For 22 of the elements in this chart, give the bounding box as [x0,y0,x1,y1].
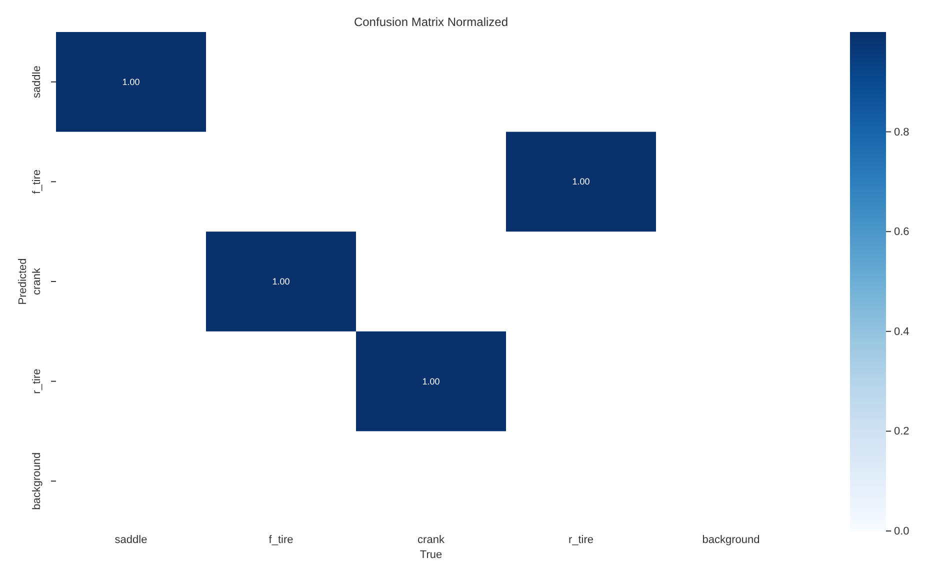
color-bar-label: 0.4 [894,326,910,338]
y-tick-label: f_tire [30,169,43,194]
chart-title: Confusion Matrix Normalized [354,15,508,29]
color-bar-label: 0.8 [894,126,910,138]
color-bar-label: 0.6 [894,226,910,238]
y-tick-label: background [30,452,43,510]
x-tick-label: r_tire [568,534,594,546]
data-label: 1.00 [422,376,440,386]
data-label: 1.00 [272,276,290,286]
x-tick-label: f_tire [268,534,294,546]
y-axis-title: Predicted [17,258,29,305]
y-tick-label: crank [30,268,43,295]
x-tick-label: crank [418,534,445,546]
data-label: 1.00 [122,76,140,87]
x-tick-label: saddle [114,534,148,546]
x-tick-label: background [702,534,760,546]
color-bar-label: 0.0 [894,526,910,538]
y-tick-label: r_tire [30,368,43,394]
data-label: 1.00 [572,176,590,187]
y-tick-label: saddle [30,66,43,98]
x-axis-title: True [420,549,442,561]
color-bar-label: 0.2 [894,426,910,438]
